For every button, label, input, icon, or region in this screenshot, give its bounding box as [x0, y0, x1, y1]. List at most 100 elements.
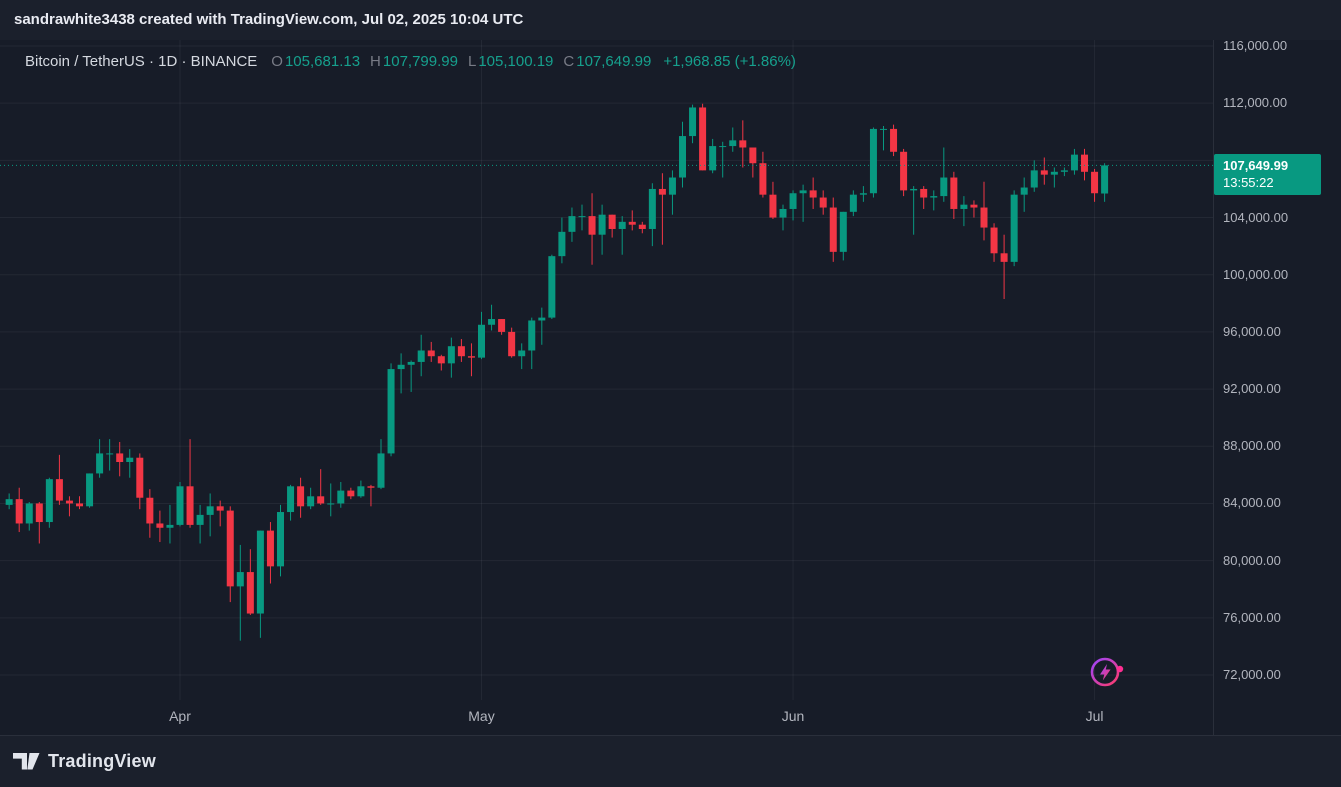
price-axis-label: 96,000.00 — [1223, 323, 1281, 339]
candle-body — [186, 486, 194, 525]
candle-body — [779, 208, 787, 218]
tradingview-logo-icon — [13, 753, 40, 770]
candle-body — [15, 499, 23, 524]
candle-body — [789, 193, 797, 209]
candle-body — [206, 506, 214, 515]
candle-body — [5, 499, 13, 505]
price-axis-label: 76,000.00 — [1223, 609, 1281, 625]
candle-body — [437, 356, 445, 364]
candle-body — [1050, 171, 1058, 175]
symbol-legend: Bitcoin / TetherUS · 1D · BINANCE O 105,68… — [25, 53, 796, 71]
candle-body — [116, 453, 124, 462]
price-axis-label: 112,000.00 — [1223, 95, 1288, 111]
footer-bar: TradingView — [0, 735, 1341, 787]
candle-body — [759, 163, 767, 195]
candle-body — [347, 490, 355, 497]
candle-body — [76, 503, 83, 507]
attribution-bar: sandrawhite3438 created with TradingView… — [0, 0, 1341, 40]
candle-body — [729, 140, 737, 147]
price-axis-label: 88,000.00 — [1223, 438, 1281, 454]
price-axis-label: 84,000.00 — [1223, 495, 1281, 511]
candle-body — [648, 188, 656, 229]
candle-body — [1020, 187, 1028, 195]
symbol-title[interactable]: Bitcoin / TetherUS · 1D · BINANCE — [25, 53, 258, 70]
candle-body — [980, 207, 988, 228]
candle-body — [478, 324, 485, 358]
candle-body — [628, 221, 636, 225]
price-axis-label: 104,000.00 — [1223, 209, 1289, 225]
candle-body — [1030, 170, 1038, 188]
ohlc-open-value: 105,681.13 — [284, 53, 361, 70]
candle-body — [1010, 194, 1018, 262]
candle-body — [598, 214, 606, 235]
candle-body — [900, 151, 908, 191]
candle-body — [970, 204, 978, 208]
candle-body — [327, 503, 335, 505]
candle-body — [910, 188, 918, 191]
brand-text: TradingView — [48, 751, 156, 771]
candle-body — [357, 486, 365, 497]
candle-body — [558, 231, 566, 257]
chart-canvas[interactable]: Apr May Jun Jul Bitcoin / TetherUS · 1D · B… — [0, 40, 1213, 735]
candle-body — [689, 107, 697, 137]
candle-body — [709, 146, 717, 171]
ohlc-close-value: 107,649.99 — [576, 53, 652, 70]
candle-body — [266, 530, 274, 567]
candle-body — [1060, 170, 1068, 172]
candle-body — [880, 128, 887, 130]
price-change: +1,968.85 (+1.86%) — [663, 53, 796, 70]
candle-body — [1040, 170, 1048, 175]
candle-body — [799, 190, 807, 194]
candle-body — [1070, 154, 1078, 171]
candle-body — [246, 572, 254, 614]
lightning-icon[interactable] — [1086, 652, 1126, 692]
candle-body — [256, 530, 264, 614]
candle-body — [387, 369, 395, 454]
candle-body — [156, 523, 164, 528]
candle-body — [859, 193, 867, 195]
candle-body — [287, 486, 295, 513]
candle-body — [86, 473, 94, 507]
candle-body — [658, 188, 666, 195]
ohlc-close-label: C — [563, 53, 575, 70]
candle-body — [467, 356, 475, 358]
candle-body — [940, 177, 948, 197]
candle-body — [950, 177, 958, 209]
candle-body — [829, 207, 837, 252]
attribution-text: sandrawhite3438 created with TradingView… — [14, 11, 524, 28]
candle-body — [216, 506, 224, 511]
candle-body — [699, 107, 707, 171]
candle-body — [588, 216, 596, 235]
price-scale[interactable]: 107,649.99 13:55:22 116,000.00 112,000.00… — [1213, 38, 1341, 735]
candle-body — [25, 503, 33, 524]
candle-body — [608, 214, 616, 229]
candle-body — [568, 216, 576, 232]
candle-body — [749, 147, 757, 164]
candle-body — [427, 350, 435, 357]
candle-body — [337, 490, 345, 504]
candle-body — [367, 486, 375, 488]
candle-body — [769, 194, 777, 218]
price-axis-label: 72,000.00 — [1223, 667, 1281, 682]
candle-body — [578, 216, 586, 218]
candle-body — [668, 177, 676, 195]
candle-body — [890, 128, 898, 152]
candle-body — [1091, 171, 1099, 194]
candle-body — [548, 256, 556, 318]
month-label: Jun — [782, 708, 805, 724]
candle-body — [106, 453, 114, 455]
tradingview-brand-link[interactable]: TradingView — [13, 751, 156, 772]
candle-body — [126, 457, 134, 462]
candle-body — [317, 496, 325, 504]
candle-body — [990, 227, 998, 254]
price-axis-label: 92,000.00 — [1223, 381, 1281, 397]
candle-body — [819, 197, 827, 208]
candle-body — [35, 503, 43, 523]
last-price-value: 107,649.99 — [1223, 158, 1289, 174]
candle-body — [508, 331, 516, 357]
candle-body — [869, 128, 877, 194]
candle-body — [297, 486, 305, 507]
candlestick-chart[interactable]: Apr May Jun Jul — [0, 40, 1213, 735]
candle-body — [538, 317, 546, 321]
